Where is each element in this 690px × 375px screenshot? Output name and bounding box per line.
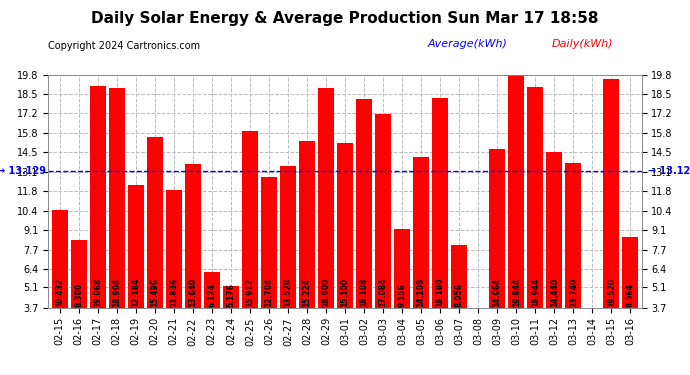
Text: 15.100: 15.100 (340, 278, 350, 307)
Text: 12.184: 12.184 (131, 278, 140, 307)
Bar (166, 190, 182, 361)
Text: Daily(kWh): Daily(kWh) (552, 39, 613, 50)
Bar (52, 210, 68, 361)
Bar (622, 237, 638, 361)
Text: 10.432: 10.432 (55, 278, 64, 307)
Text: → 13.129: → 13.129 (0, 166, 46, 176)
Bar (337, 143, 353, 361)
Text: 8.564: 8.564 (626, 283, 635, 307)
Bar (432, 98, 448, 361)
Text: 14.108: 14.108 (417, 278, 426, 307)
Text: Copyright 2024 Cartronics.com: Copyright 2024 Cartronics.com (48, 41, 200, 51)
Text: 14.440: 14.440 (550, 278, 559, 307)
Text: 13.740: 13.740 (569, 278, 578, 307)
Text: 15.912: 15.912 (246, 278, 255, 307)
Bar (356, 99, 372, 361)
Text: 5.176: 5.176 (226, 283, 235, 307)
Text: 9.156: 9.156 (397, 283, 406, 307)
Bar (70, 240, 87, 361)
Text: 15.496: 15.496 (150, 278, 159, 307)
Text: 15.224: 15.224 (302, 278, 311, 307)
Text: Daily Solar Energy & Average Production Sun Mar 17 18:58: Daily Solar Energy & Average Production … (91, 11, 599, 26)
Bar (109, 88, 125, 361)
Bar (375, 114, 391, 361)
Bar (394, 229, 410, 361)
Text: 18.180: 18.180 (435, 278, 444, 307)
Text: 14.664: 14.664 (493, 278, 502, 307)
Bar (241, 131, 258, 361)
Text: 8.380: 8.380 (75, 283, 83, 307)
Text: 18.904: 18.904 (112, 278, 121, 307)
Text: 8.056: 8.056 (455, 283, 464, 307)
Text: 19.844: 19.844 (512, 278, 521, 307)
Bar (451, 244, 467, 361)
Text: → 13.129: → 13.129 (648, 166, 690, 176)
Bar (565, 162, 581, 361)
Text: 18.900: 18.900 (322, 278, 331, 307)
Text: 13.640: 13.640 (188, 278, 197, 307)
Bar (546, 152, 562, 361)
Bar (204, 273, 220, 361)
Text: 12.704: 12.704 (264, 278, 273, 307)
Bar (128, 185, 144, 361)
Bar (413, 157, 429, 361)
Text: Average(kWh): Average(kWh) (428, 39, 508, 50)
Text: 19.520: 19.520 (607, 278, 615, 307)
Bar (508, 74, 524, 361)
Bar (603, 79, 620, 361)
Bar (299, 141, 315, 361)
Bar (223, 286, 239, 361)
Bar (185, 164, 201, 361)
Text: 11.836: 11.836 (169, 278, 178, 307)
Bar (318, 88, 334, 361)
Text: 18.108: 18.108 (359, 278, 368, 307)
Bar (280, 166, 296, 361)
Bar (90, 86, 106, 361)
Text: 13.528: 13.528 (284, 278, 293, 307)
Bar (527, 87, 543, 361)
Text: 18.944: 18.944 (531, 278, 540, 307)
Bar (489, 149, 505, 361)
Text: 19.068: 19.068 (93, 278, 102, 307)
Bar (261, 177, 277, 361)
Bar (147, 137, 163, 361)
Text: 17.084: 17.084 (379, 278, 388, 307)
Text: 6.124: 6.124 (208, 283, 217, 307)
